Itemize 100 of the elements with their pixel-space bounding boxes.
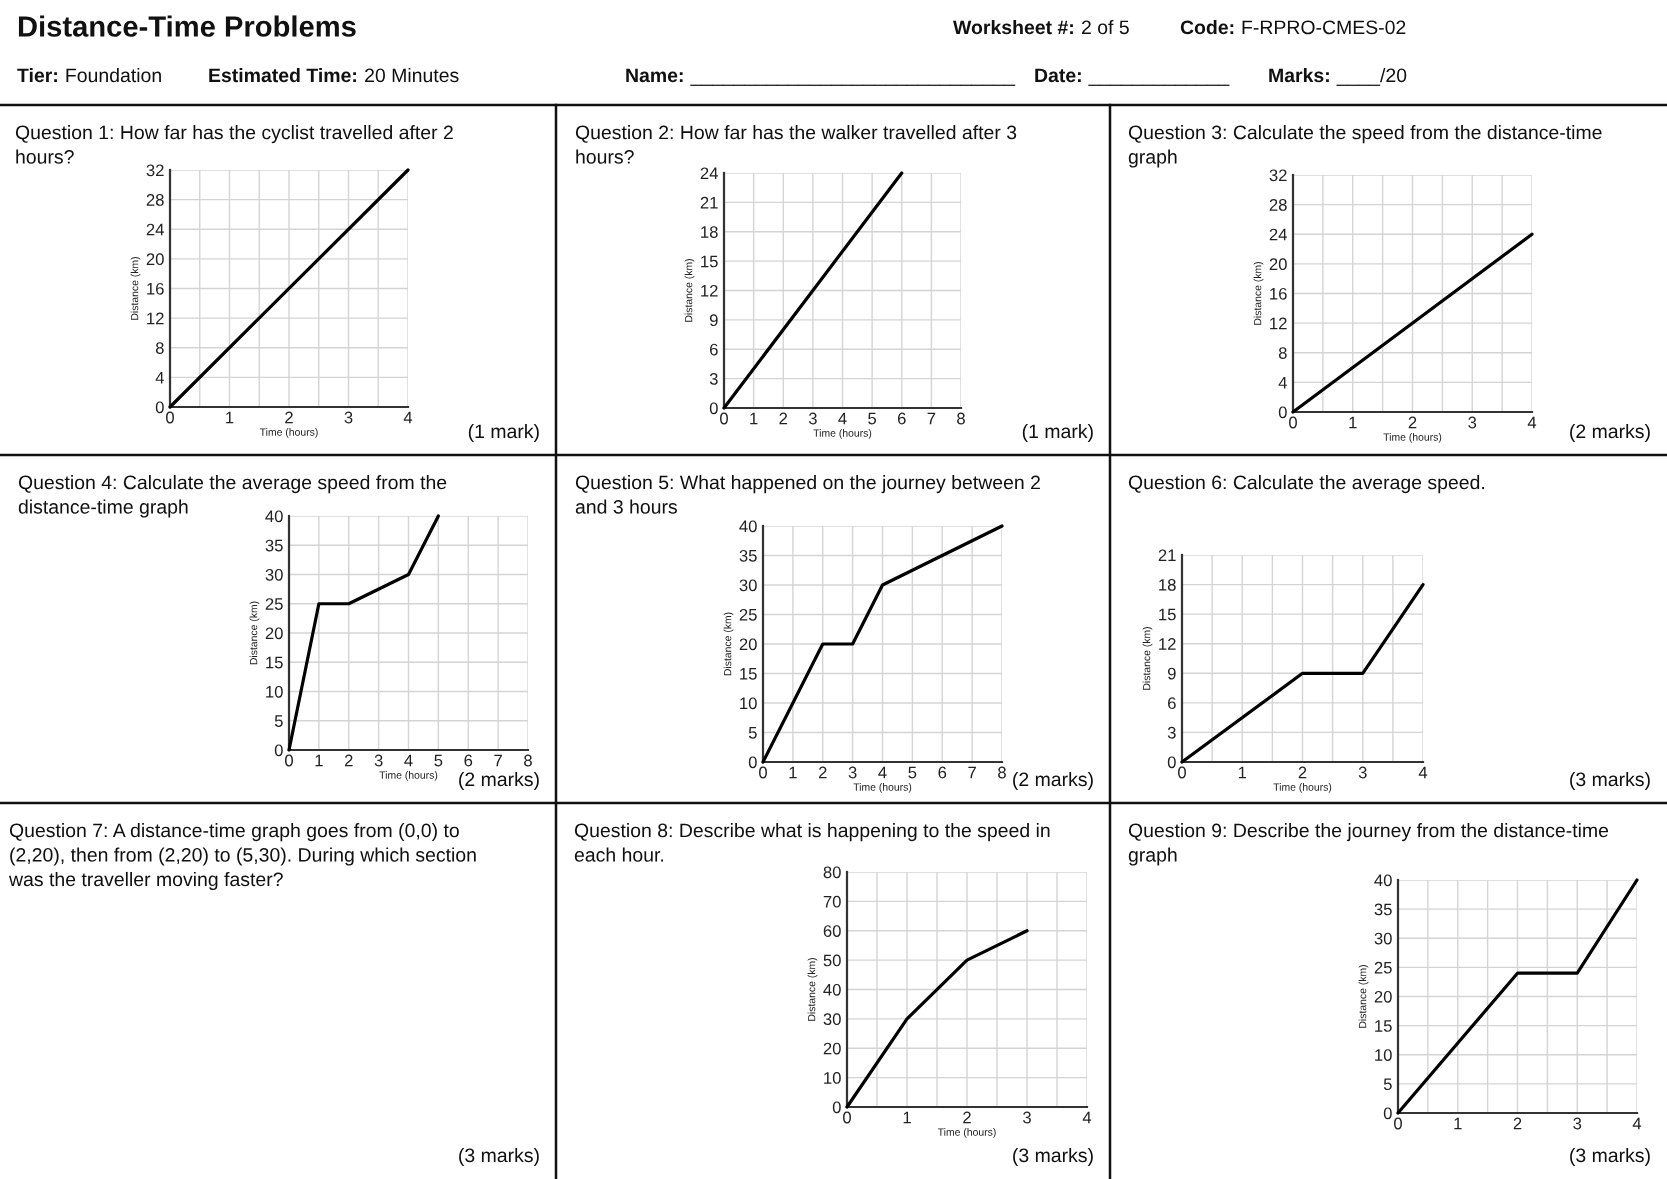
x-tick-label: 2 [344, 754, 353, 767]
y-tick-label: 4 [155, 371, 164, 384]
x-tick-label: 7 [494, 754, 502, 767]
text: (2 marks) [459, 771, 539, 791]
x-tick-label: 3 [1358, 766, 1367, 779]
x-axis-title: Time (hours) [853, 783, 912, 793]
x-tick-label: 3 [374, 754, 383, 767]
text: (1 mark) [1022, 423, 1093, 443]
text: Distance-Time Problems [18, 15, 356, 37]
x-tick-label: 0 [843, 1111, 851, 1124]
x-tick-label: 6 [897, 412, 906, 425]
y-tick-label: 30 [823, 1013, 841, 1026]
text: Tier: [17, 67, 57, 83]
x-tick-label: 5 [434, 754, 443, 767]
y-tick-label: 24 [700, 167, 718, 180]
y-tick-label: 30 [1374, 932, 1392, 945]
text: (2 marks) [1013, 771, 1093, 791]
y-tick-label: 21 [1158, 549, 1176, 562]
y-tick-label: 40 [739, 520, 757, 533]
text: _____________ [1088, 84, 1230, 86]
x-tick-label: 4 [404, 754, 413, 767]
y-tick-label: 30 [265, 568, 283, 581]
y-tick-label: 35 [1374, 903, 1392, 916]
y-tick-label: 4 [1278, 376, 1287, 389]
x-tick-label: 2 [779, 412, 788, 425]
x-tick-label: 3 [1573, 1117, 1582, 1130]
text: Worksheet #: [953, 19, 1073, 35]
text: (3 marks) [1570, 1147, 1650, 1167]
x-tick-label: 1 [1238, 766, 1247, 779]
y-tick-label: 24 [1269, 228, 1287, 241]
y-tick-label: 40 [265, 510, 283, 523]
x-tick-label: 3 [344, 411, 353, 424]
y-tick-label: 0 [709, 402, 718, 415]
y-tick-label: 0 [155, 401, 164, 414]
text: Estimated Time: [209, 67, 356, 83]
y-tick-label: 70 [823, 895, 841, 908]
y-axis-title: Distance (km) [807, 958, 818, 1021]
y-tick-label: 35 [265, 539, 283, 552]
x-tick-label: 2 [285, 411, 293, 424]
x-tick-label: 3 [808, 412, 817, 425]
x-tick-label: 0 [166, 411, 174, 424]
x-tick-label: 3 [848, 766, 857, 779]
x-tick-label: 4 [403, 411, 413, 424]
x-tick-label: 1 [1454, 1117, 1462, 1130]
y-tick-label: 6 [710, 343, 718, 356]
x-tick-label: 8 [998, 766, 1006, 779]
chart-title: Question 1: How far has the cyclist travelled after 2 hours? [15, 125, 453, 164]
x-tick-label: 2 [1298, 766, 1307, 779]
x-tick-label: 0 [285, 754, 293, 767]
y-tick-label: 5 [748, 727, 757, 739]
y-tick-label: 0 [832, 1101, 841, 1114]
x-tick-label: 7 [927, 412, 936, 425]
y-tick-label: 15 [1159, 608, 1176, 621]
x-tick-label: 1 [1349, 416, 1357, 429]
y-axis-title: Distance (km) [130, 257, 141, 320]
x-tick-label: 6 [938, 766, 947, 779]
text: Date: [1035, 68, 1081, 83]
x-tick-label: 8 [957, 412, 965, 425]
y-tick-label: 35 [739, 549, 757, 562]
x-axis-title: Time (hours) [937, 1128, 996, 1138]
text: Foundation [66, 67, 161, 83]
y-tick-label: 15 [1375, 1020, 1392, 1032]
text: Name: [626, 68, 683, 83]
y-tick-label: 25 [1374, 961, 1392, 974]
x-tick-label: 3 [1023, 1111, 1031, 1124]
chart-title: Question 3: Calculate the speed from the distance-time graph [1128, 125, 1602, 168]
y-tick-label: 12 [147, 312, 164, 325]
y-tick-label: 10 [1375, 1049, 1392, 1061]
x-axis-title: Time (hours) [1273, 783, 1332, 793]
y-tick-label: 40 [823, 983, 841, 996]
y-tick-label: 25 [739, 608, 757, 621]
y-tick-label: 9 [709, 314, 718, 327]
y-tick-label: 6 [1168, 697, 1176, 710]
x-tick-label: 2 [1408, 416, 1417, 429]
y-axis-title: Distance (km) [1142, 627, 1153, 690]
y-axis-title: Distance (km) [684, 259, 695, 322]
x-axis-title: Time (hours) [813, 429, 872, 439]
y-tick-label: 18 [701, 226, 718, 238]
y-tick-label: 20 [1269, 258, 1287, 271]
text: Marks: [1269, 67, 1329, 83]
y-tick-label: 12 [1270, 317, 1287, 330]
y-tick-label: 40 [1374, 874, 1392, 887]
text: (2 marks) [1570, 423, 1650, 443]
line-series [761, 524, 1004, 764]
x-tick-label: 4 [1527, 416, 1537, 429]
text: ______________________________ [690, 84, 1016, 86]
text: (1 mark) [468, 423, 539, 443]
x-tick-label: 5 [868, 412, 877, 425]
y-tick-label: 18 [1159, 578, 1176, 591]
y-tick-label: 8 [155, 342, 164, 354]
x-axis-title: Time (hours) [379, 771, 438, 781]
y-tick-label: 12 [1159, 638, 1176, 650]
x-tick-label: 4 [878, 766, 887, 779]
y-tick-label: 10 [266, 685, 283, 698]
chart-title: Question 5: What happened on the journey between 2 and 3 hours [575, 475, 1040, 514]
y-tick-label: 50 [823, 954, 841, 967]
x-tick-label: 5 [908, 766, 917, 779]
x-axis-title: Time (hours) [1383, 433, 1442, 443]
y-tick-label: 21 [700, 196, 718, 209]
y-tick-label: 3 [709, 373, 718, 385]
